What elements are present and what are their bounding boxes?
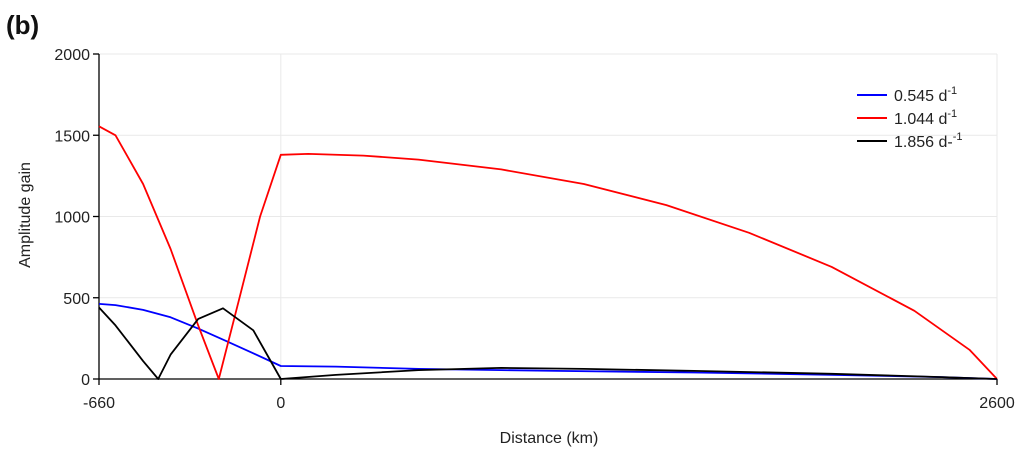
legend-entry: 1.044 d-1 [894,108,957,128]
y-tick-label: 500 [63,291,90,308]
grid-lines [99,53,998,379]
x-tick-label: 0 [276,395,285,412]
series-line-1 [98,303,998,380]
legend-entry: 0.545 d-1 [894,85,957,105]
y-axis-label: Amplitude gain [17,162,34,268]
legend: 0.545 d-1 1.044 d-1 1.856 d--1 [857,85,963,151]
x-tick-label: 2600 [979,395,1015,412]
y-tick-label: 2000 [54,47,90,64]
x-tick-label: -660 [83,395,115,412]
series-line-2 [98,125,998,380]
legend-entry: 1.856 d--1 [894,131,963,151]
x-axis-ticks: -660 0 2600 [83,379,1015,412]
y-axis-ticks: 0 500 1000 1500 2000 [54,47,99,389]
series-line-3 [98,306,998,380]
y-tick-label: 1000 [54,210,90,227]
x-axis-label: Distance (km) [500,430,599,447]
panel-label: (b) [6,10,39,40]
y-tick-label: 0 [81,372,90,389]
y-tick-label: 1500 [54,128,90,145]
series-layer [98,125,998,380]
